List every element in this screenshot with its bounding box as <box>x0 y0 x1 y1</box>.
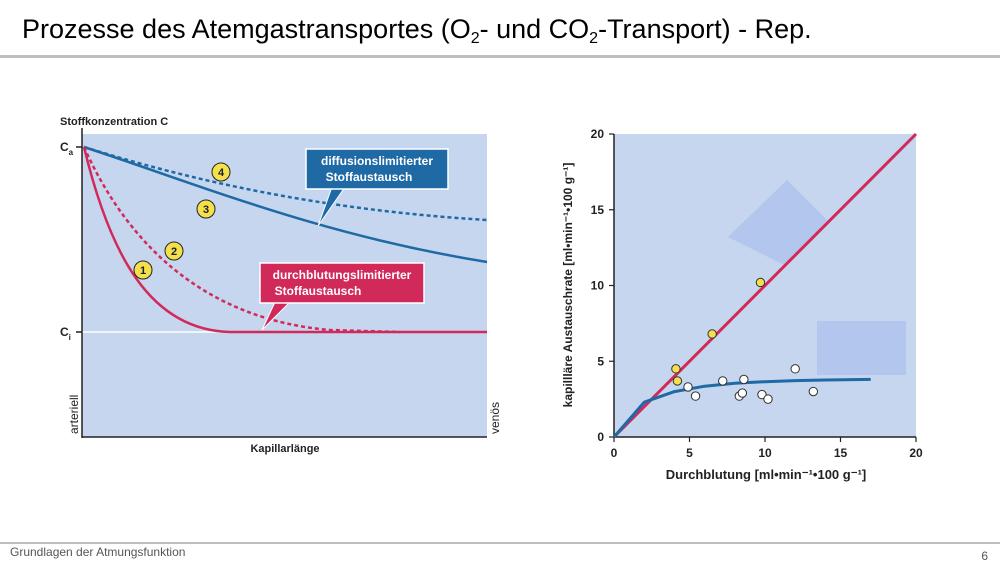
ci-label: Ci <box>60 325 71 342</box>
footer-divider <box>0 542 1000 544</box>
x-tick-label-1: 5 <box>686 446 693 460</box>
x-tick-label-0: 0 <box>611 446 618 460</box>
ca-label: Ca <box>60 140 74 157</box>
marker-2: 2 <box>164 241 184 261</box>
series-line-0 <box>612 132 918 439</box>
x-tick-label-2: 10 <box>758 446 772 460</box>
curve-4-diffusion-dashed <box>83 145 488 222</box>
diffusion-callout-line2: Stoffaustausch <box>326 170 413 184</box>
y-tick-label-4: 20 <box>591 127 605 141</box>
data-point-3-0 <box>683 382 693 392</box>
series-line-1 <box>612 377 871 438</box>
left-y-title: Stoffkonzentration C <box>60 116 168 128</box>
marker-1: 1 <box>133 260 153 280</box>
y-tick-label-2: 10 <box>591 279 605 293</box>
footer-text: Grundlagen der Atmungsfunktion <box>10 545 186 559</box>
perfusion-callout-line2: Stoffaustausch <box>275 284 362 298</box>
y-tick-label-0: 0 <box>597 430 604 444</box>
curve-3-diffusion-solid <box>83 145 488 264</box>
svg-text:2: 2 <box>171 246 177 258</box>
data-point-3-1 <box>690 391 701 401</box>
data-point-2-0 <box>671 364 681 374</box>
y-tick-label-3: 15 <box>591 203 605 217</box>
x-tick-label-3: 15 <box>834 446 848 460</box>
svg-text:1: 1 <box>140 265 146 277</box>
data-point-3-2 <box>718 376 728 386</box>
left-x-title: Kapillarlänge <box>250 443 319 455</box>
marker-3: 3 <box>196 199 216 219</box>
diffusion-callout-line1: diffusionslimitierter <box>321 154 433 168</box>
perfusion-callout-box <box>259 262 425 304</box>
data-point-3-7 <box>763 394 773 404</box>
right-x-title: Durchblutung [ml•min⁻¹•100 g⁻¹] <box>666 467 866 482</box>
data-point-3-8 <box>790 364 800 374</box>
right-chart: 0 5 10 15 20 0 5 10 15 20 Durchblutung [ml•min⁻¹•… <box>561 127 923 482</box>
left-diagram: Stoffkonzentration C Ca Ci Kapillarlänge… <box>60 116 502 455</box>
title-divider <box>0 55 1000 58</box>
arteriell-label: arteriell <box>67 395 81 434</box>
data-point-3-9 <box>808 386 819 397</box>
decorative-rectangle <box>817 321 906 375</box>
data-point-2-2 <box>707 329 717 339</box>
svg-text:3: 3 <box>203 204 209 216</box>
y-tick-label-1: 5 <box>597 354 604 368</box>
diffusion-callout-box <box>305 148 449 190</box>
page-number: 6 <box>981 549 988 563</box>
data-point-2-1 <box>672 376 683 386</box>
svg-text:4: 4 <box>218 167 225 179</box>
marker-4: 4 <box>211 162 231 182</box>
data-point-3-5 <box>739 374 749 385</box>
data-point-3-4 <box>737 388 748 398</box>
data-point-2-3 <box>755 277 766 288</box>
slide-title: Prozesse des Atemgastransportes (O2- und… <box>22 14 812 47</box>
curve-1-perfusion-solid <box>82 146 487 334</box>
venoes-label: venös <box>488 402 502 434</box>
x-tick-label-4: 20 <box>909 446 923 460</box>
perfusion-callout-line1: durchblutungslimitierter <box>273 268 412 282</box>
right-y-title: kapillläre Austauschrate [ml•min⁻¹•100 g… <box>561 163 575 408</box>
